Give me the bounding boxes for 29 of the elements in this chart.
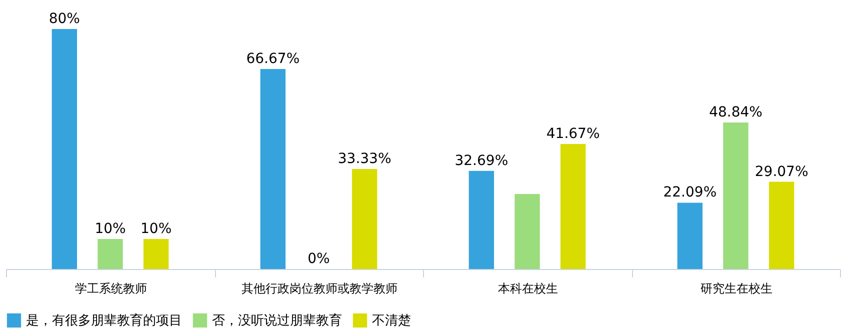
data-label: 66.67% [246, 50, 300, 67]
x-tick-label: 其他行政岗位教师或教学教师 [241, 282, 398, 296]
bar [468, 170, 494, 269]
bar [260, 68, 286, 269]
data-label: 29.07% [754, 164, 808, 180]
bar [723, 122, 748, 269]
data-label: 32.69% [454, 152, 508, 169]
legend-label: 否，没听说过朋辈教育 [212, 312, 342, 328]
bar [143, 239, 169, 269]
legend-label: 不清楚 [372, 313, 411, 328]
data-label: 33.33% [338, 151, 392, 168]
legend-label: 是，有很多朋辈教育的项目 [26, 312, 182, 328]
data-label: 48.84% [709, 104, 762, 120]
bar [560, 144, 586, 269]
bar [677, 202, 703, 269]
bar [52, 29, 78, 269]
data-label: 80% [48, 11, 80, 27]
data-label: 10% [140, 221, 172, 237]
data-label: 41.67% [546, 126, 600, 142]
x-tick-label: 学工系统教师 [74, 282, 147, 296]
data-label: 10% [94, 221, 126, 237]
data-label: 22.09% [663, 184, 717, 201]
x-tick-label: 研究生在校生 [700, 282, 772, 296]
bar [98, 239, 123, 269]
x-tick-label: 本科在校生 [498, 282, 558, 296]
bar [768, 182, 794, 269]
bar [514, 194, 540, 269]
bar [352, 169, 378, 269]
data-label: 0% [308, 251, 330, 267]
